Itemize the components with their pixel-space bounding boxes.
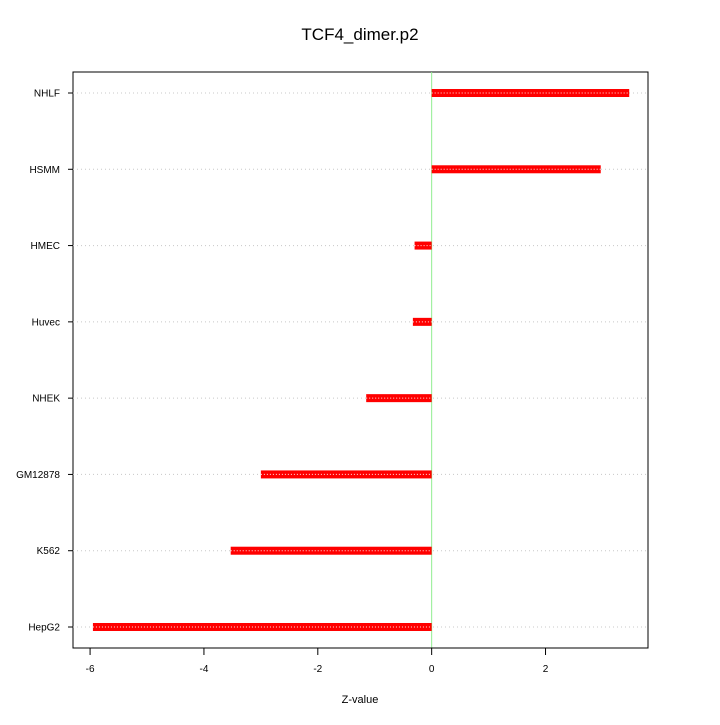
y-tick-label: HepG2	[28, 623, 60, 634]
y-tick-label: GM12878	[16, 470, 60, 481]
bar-nhlf	[431, 89, 630, 97]
bar-k562	[230, 546, 432, 555]
y-tick-label: HSMM	[29, 165, 60, 176]
chart-title: TCF4_dimer.p2	[301, 25, 418, 44]
y-tick-label: NHEK	[32, 394, 60, 405]
x-tick-label: 0	[429, 664, 435, 675]
y-axis: NHLF HSMM HMEC Huvec NHEK GM12878 K562 HepG2	[16, 89, 73, 634]
bar-gm12878	[260, 470, 432, 479]
y-tick-label: K562	[37, 546, 61, 557]
x-axis: -6 -4 -2 0 2	[86, 647, 549, 675]
x-tick-label: -2	[313, 664, 322, 675]
x-tick-label: -4	[199, 664, 208, 675]
bars-layer	[92, 89, 630, 631]
plot-frame	[72, 71, 649, 649]
y-tick-label: NHLF	[34, 89, 60, 100]
bar-hepg2	[92, 623, 432, 631]
x-tick-label: -6	[86, 664, 95, 675]
y-tick-label: Huvec	[32, 317, 60, 328]
y-tick-label: HMEC	[31, 241, 60, 252]
x-axis-title: Z-value	[342, 694, 379, 706]
bar-nhek	[366, 394, 432, 403]
bar-hmec	[414, 241, 432, 250]
x-tick-label: 2	[543, 664, 549, 675]
